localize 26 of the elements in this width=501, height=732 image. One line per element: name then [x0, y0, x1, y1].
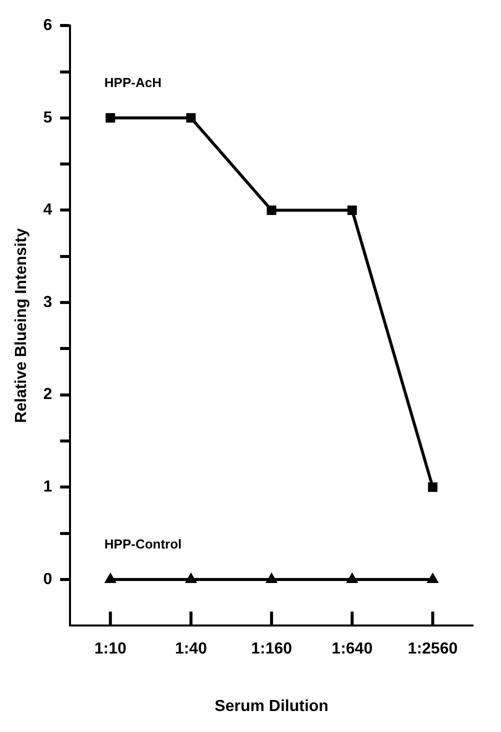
point — [346, 572, 358, 583]
point — [106, 113, 116, 123]
x-tick-label: 1:160 — [251, 640, 292, 658]
series-label: HPP-AcH — [104, 74, 162, 90]
x-axis-title: Serum Dilution — [214, 698, 328, 715]
x-tick-label: 1:640 — [332, 640, 373, 658]
series-label: HPP-Control — [104, 536, 182, 552]
y-axis-title: Relative Blueing Intensity — [13, 228, 30, 423]
point — [428, 482, 438, 492]
y-tick-label: 0 — [43, 570, 52, 588]
y-tick-label: 6 — [43, 17, 52, 34]
point — [347, 205, 357, 215]
point — [104, 572, 116, 583]
y-tick-label: 1 — [43, 478, 52, 496]
point — [427, 572, 438, 583]
y-tick-label: 4 — [43, 202, 52, 219]
point — [185, 572, 197, 583]
y-tick-label: 3 — [43, 294, 52, 311]
point — [186, 113, 196, 123]
y-tick-label: 2 — [43, 386, 52, 404]
y-tick-label: 5 — [43, 109, 52, 126]
x-tick-label: 1:2560 — [408, 640, 458, 658]
x-tick-label: 1:10 — [94, 640, 126, 658]
point — [266, 572, 278, 583]
point — [266, 205, 276, 215]
x-tick-label: 1:40 — [174, 640, 208, 658]
